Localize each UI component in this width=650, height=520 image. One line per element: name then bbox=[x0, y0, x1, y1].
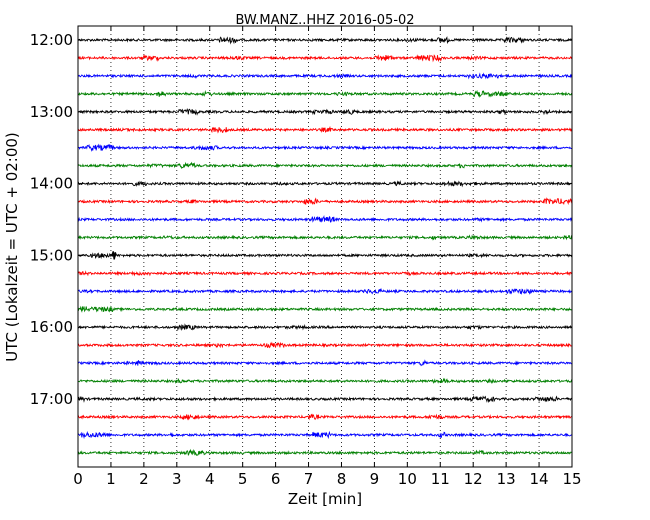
trace-line bbox=[77, 161, 573, 169]
event-spike bbox=[111, 251, 117, 260]
x-tick-label: 5 bbox=[238, 470, 248, 488]
trace-line bbox=[77, 430, 573, 440]
trace-line bbox=[77, 234, 573, 241]
y-axis-label: UTC (Lokalzeit = UTC + 02:00) bbox=[3, 132, 21, 362]
x-tick-label: 2 bbox=[139, 470, 149, 488]
trace-line bbox=[77, 413, 573, 421]
trace-line bbox=[77, 53, 573, 63]
x-tick-label: 6 bbox=[271, 470, 281, 488]
x-tick-label: 12 bbox=[464, 470, 483, 488]
trace-line bbox=[77, 323, 573, 331]
trace-line bbox=[77, 359, 573, 367]
trace-line bbox=[77, 89, 573, 98]
x-tick-label: 9 bbox=[370, 470, 380, 488]
seismic-traces bbox=[77, 36, 573, 457]
plot-frame bbox=[77, 25, 573, 468]
x-tick-label: 11 bbox=[431, 470, 450, 488]
x-tick-label: 8 bbox=[337, 470, 347, 488]
y-tick-label: 13:00 bbox=[30, 103, 73, 121]
x-tick-label: 4 bbox=[205, 470, 215, 488]
trace-line bbox=[77, 180, 573, 188]
x-tick-label: 15 bbox=[562, 470, 581, 488]
y-tick-label: 16:00 bbox=[30, 318, 73, 336]
vertical-grid bbox=[110, 26, 540, 467]
y-tick-label: 15:00 bbox=[30, 246, 73, 264]
x-tick-label: 1 bbox=[106, 470, 116, 488]
trace-line bbox=[77, 270, 573, 277]
x-tick-label: 10 bbox=[398, 470, 417, 488]
y-tick-label: 12:00 bbox=[30, 31, 73, 49]
x-tick-label: 13 bbox=[497, 470, 516, 488]
x-tick-label: 3 bbox=[172, 470, 182, 488]
trace-line bbox=[77, 36, 573, 45]
trace-line bbox=[77, 108, 573, 116]
trace-line bbox=[77, 214, 573, 223]
x-tick-label: 7 bbox=[304, 470, 314, 488]
trace-line bbox=[77, 448, 573, 457]
x-axis-ticks: 0 1 2 3 4 5 6 7 8 9 10 11 12 13 14 15 bbox=[73, 26, 582, 488]
chart-title: BW.MANZ..HHZ 2016-05-02 bbox=[235, 13, 414, 28]
trace-line bbox=[77, 197, 573, 206]
x-tick-label: 14 bbox=[530, 470, 549, 488]
x-axis-label: Zeit [min] bbox=[288, 490, 362, 508]
x-tick-label: 0 bbox=[73, 470, 83, 488]
trace-line bbox=[77, 125, 573, 134]
trace-line bbox=[77, 72, 573, 80]
y-axis-ticks: 12:00 13:00 14:00 15:00 16:00 17:00 bbox=[30, 31, 572, 408]
trace-line bbox=[77, 143, 573, 152]
trace-line bbox=[77, 394, 573, 404]
trace-line bbox=[77, 305, 573, 313]
y-tick-label: 14:00 bbox=[30, 175, 73, 193]
y-tick-label: 17:00 bbox=[30, 390, 73, 408]
trace-line bbox=[77, 377, 573, 384]
trace-line bbox=[77, 287, 573, 296]
trace-line bbox=[78, 341, 573, 349]
trace-line bbox=[77, 252, 573, 259]
